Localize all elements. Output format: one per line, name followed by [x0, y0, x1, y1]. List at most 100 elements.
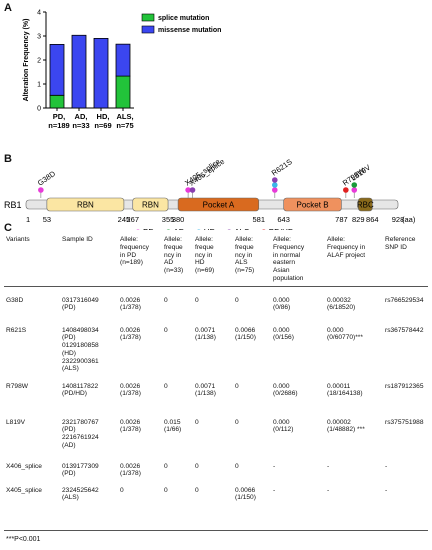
position-label: 380: [172, 215, 185, 224]
column-header: Allele: Frequency in ALAF project: [327, 236, 366, 259]
table-cell: 0.00011 (18/164138): [327, 382, 363, 398]
table-cell: -: [385, 486, 388, 494]
table-row: G38D 0317316049 (PD) 0.0026 (1/378) 0 0 0 0.00…: [4, 287, 428, 327]
position-label: 53: [43, 215, 51, 224]
table-cell: 0: [235, 296, 239, 304]
column-header: Allele: frequency in PD (n=189): [120, 236, 149, 267]
legend-label: HD: [204, 228, 216, 230]
x-tick-label: HD, n=69: [94, 112, 111, 130]
mutation-dot: [185, 187, 191, 193]
table-cell: 0: [120, 486, 124, 494]
table-cell: 2324525642 (ALS): [62, 486, 99, 502]
domain-block: [177, 197, 260, 212]
mutation-label: R621S: [270, 157, 294, 178]
table-cell: R621S: [6, 326, 27, 334]
variant-table: Variants Sample ID Allele: frequency in PD…: [4, 236, 428, 511]
table-cell: 0.000 (0/112): [273, 418, 294, 434]
position-label: 1: [26, 215, 30, 224]
legend-dot: [262, 229, 266, 230]
table-cell: 0317316049 (PD): [62, 296, 99, 312]
domain-label: RBN: [77, 201, 94, 210]
table-cell: G38D: [6, 296, 24, 304]
legend-label: AD: [173, 228, 184, 230]
legend-dot: [136, 229, 140, 230]
table-cell: 0: [164, 296, 168, 304]
column-header: Allele: Frequency in normal eastern Asia…: [273, 236, 305, 282]
column-header: Variants: [6, 236, 30, 243]
table-cell: -: [327, 462, 330, 470]
position-label: 267: [126, 215, 139, 224]
table-cell: 0.0066 (1/150): [235, 486, 256, 502]
legend-label: PD: [143, 228, 154, 230]
table-cell: 0.0066 (1/150): [235, 326, 256, 342]
x-tick-label: AD, n=33: [72, 112, 89, 130]
y-tick-label: 3: [37, 34, 41, 41]
column-header: Sample ID: [62, 236, 93, 243]
table-cell: 0.0071 (1/138): [195, 326, 216, 342]
table-cell: X406_splice: [6, 462, 42, 470]
table-row: R798W 1408117822 (PD/HD) 0.0026 (1/378) 0 0.…: [4, 383, 428, 419]
legend-label: missense mutation: [158, 27, 221, 34]
position-label: 245: [118, 215, 131, 224]
table-header-row: Variants Sample ID Allele: frequency in PD…: [4, 236, 428, 287]
column-header: Allele: freque ncy in AD (n=33): [164, 236, 184, 275]
legend-label: PD/HD: [269, 228, 294, 230]
legend-dot: [227, 229, 231, 230]
table-cell: 0: [235, 418, 239, 426]
y-tick-label: 0: [37, 106, 41, 113]
position-label: 829: [352, 215, 365, 224]
column-header: Allele: freque ncy in ALS (n=75): [235, 236, 255, 275]
domain-label: Pocket A: [203, 201, 235, 210]
table-cell: rs766529534: [385, 296, 424, 304]
table-cell: 0.0026 (1/378): [120, 418, 141, 434]
table-cell: L819V: [6, 418, 26, 426]
y-tick-label: 4: [37, 10, 41, 17]
table-row: X406_splice 0139177309 (PD) 0.0026 (1/378)…: [4, 463, 428, 487]
table-cell: 0.0026 (1/378): [120, 296, 141, 312]
legend-dot: [166, 229, 171, 230]
mutation-dot: [189, 187, 196, 193]
position-label: 643: [277, 215, 290, 224]
panel-label-b: B: [4, 153, 12, 165]
y-tick-label: 2: [37, 58, 41, 65]
table-cell: -: [327, 486, 330, 494]
table-cell: 0.000 (0/60770)***: [327, 326, 363, 342]
table-cell: 0: [195, 296, 199, 304]
panel-label-c: C: [4, 222, 12, 234]
table-row: X405_splice 2324525642 (ALS) 0 0 0 0.0066 (1/…: [4, 487, 428, 511]
domain-label: RBC: [357, 201, 374, 210]
table-footnote: ***P<0.001: [6, 536, 41, 543]
table-cell: rs187912365: [385, 382, 424, 390]
table-cell: 0: [235, 462, 239, 470]
legend-label: ALS: [234, 228, 249, 230]
bar-chart: 0 1 2 3 4 Alteration Frequency (%) PD, n=189AD,…: [23, 10, 221, 131]
bar-splice-mutation: [49, 94, 65, 109]
x-tick-label: ALS, n=75: [116, 112, 133, 130]
table-cell: 0.015 (1/66): [164, 418, 182, 434]
table-cell: -: [273, 462, 276, 470]
x-tick-label: PD, n=189: [48, 112, 69, 130]
gene-label: RB1: [4, 200, 22, 210]
domain-label: RBN: [142, 201, 159, 210]
table-cell: 0: [164, 486, 168, 494]
table-cell: 0: [195, 418, 199, 426]
unit-label: (aa): [402, 215, 416, 224]
position-label: 787: [335, 215, 348, 224]
bar-missense-mutation: [115, 43, 131, 77]
domain-label: Pocket B: [297, 201, 329, 210]
table-row: L819V 2321780767 (PD) 2216761924 (AD) 0.00…: [4, 419, 428, 463]
mutation-label: G38D: [36, 169, 58, 188]
table-cell: -: [385, 462, 388, 470]
position-label: 928: [392, 215, 405, 224]
mutation-dot: [343, 187, 349, 193]
domain-block: [283, 197, 342, 212]
position-label: 864: [366, 215, 379, 224]
mutation-dot: [38, 187, 44, 193]
table-cell: 0: [164, 382, 168, 390]
bar-splice-mutation: [115, 75, 131, 109]
table-cell: 0.0026 (1/378): [120, 326, 141, 342]
table-cell: 0.00032 (6/18520): [327, 296, 356, 312]
table-cell: 0139177309 (PD): [62, 462, 99, 478]
bar-missense-mutation: [71, 34, 87, 109]
